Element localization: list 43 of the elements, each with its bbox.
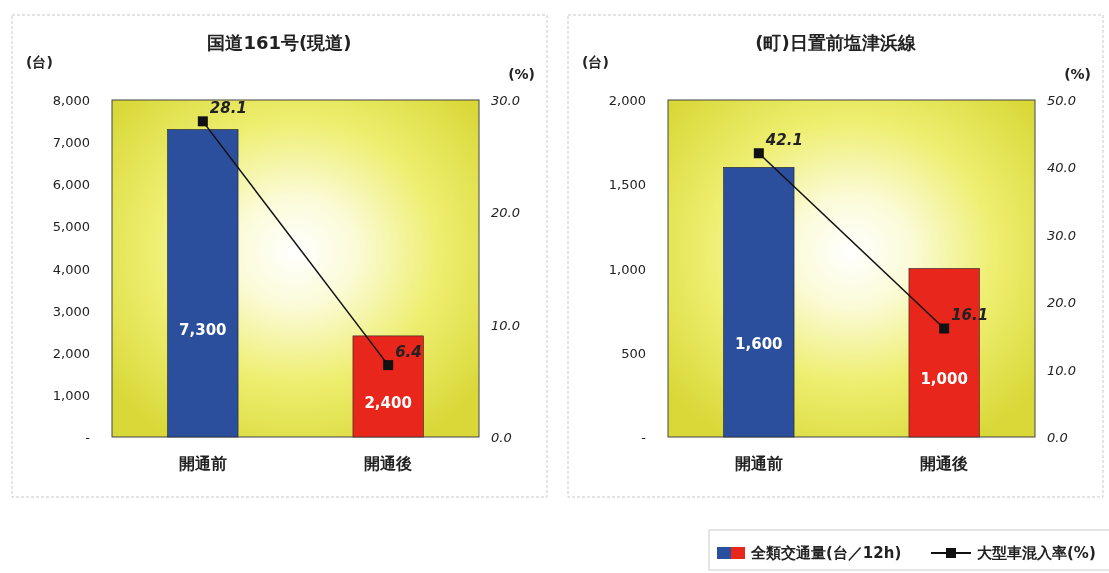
data-label: 42.1	[764, 131, 803, 150]
y-tick-label: 1,500	[608, 177, 646, 193]
y2-tick-label: 0.0	[491, 430, 512, 445]
legend-label: 大型車混入率(%)	[977, 544, 1096, 562]
y2-axis-title: (%)	[508, 66, 535, 82]
y2-tick-label: 20.0	[1047, 295, 1076, 311]
y-tick-label: 4,000	[52, 261, 90, 277]
x-tick-label: 開通前	[734, 454, 783, 473]
y-axis-title: (台)	[26, 54, 53, 70]
y2-tick-label: 10.0	[491, 317, 520, 333]
y-tick-label: 2,000	[52, 345, 90, 361]
x-tick-label: 開通前	[178, 454, 227, 473]
data-label: 28.1	[209, 99, 247, 118]
y-tick-label: 2,000	[608, 93, 646, 108]
y-tick-label: 1,000	[52, 387, 90, 403]
y2-tick-label: 40.0	[1047, 160, 1076, 176]
data-label: 1,600	[735, 334, 783, 353]
y2-tick-label: 30.0	[491, 93, 520, 108]
y-tick-label: -	[85, 430, 91, 445]
data-label: 6.4	[395, 343, 422, 362]
y2-axis-title: (%)	[1064, 66, 1091, 82]
legend-label: 全類交通量(台／12h)	[750, 544, 902, 562]
data-label: 7,300	[179, 321, 227, 340]
y-tick-label: 1,000	[608, 261, 646, 277]
y-axis-title: (台)	[582, 54, 609, 70]
y2-tick-label: 50.0	[1047, 93, 1076, 108]
chart-title: 国道161号(現道)	[207, 32, 352, 53]
data-label: 2,400	[364, 393, 412, 412]
y-tick-label: 7,000	[52, 135, 90, 151]
y-tick-label: 500	[621, 345, 646, 361]
y-tick-label: 3,000	[52, 303, 90, 319]
chart-title: (町)日置前塩津浜線	[755, 32, 917, 53]
y-tick-label: 8,000	[52, 93, 90, 108]
y2-tick-label: 20.0	[491, 205, 520, 221]
x-tick-label: 開通後	[920, 454, 969, 473]
y-tick-label: -	[641, 430, 647, 445]
y2-tick-label: 30.0	[1047, 227, 1076, 243]
data-label: 1,000	[920, 370, 968, 389]
y-tick-label: 6,000	[52, 177, 90, 193]
x-tick-label: 開通後	[364, 454, 413, 473]
y-tick-label: 5,000	[52, 219, 90, 235]
y2-tick-label: 0.0	[1047, 430, 1068, 445]
y2-tick-label: 10.0	[1047, 362, 1076, 378]
